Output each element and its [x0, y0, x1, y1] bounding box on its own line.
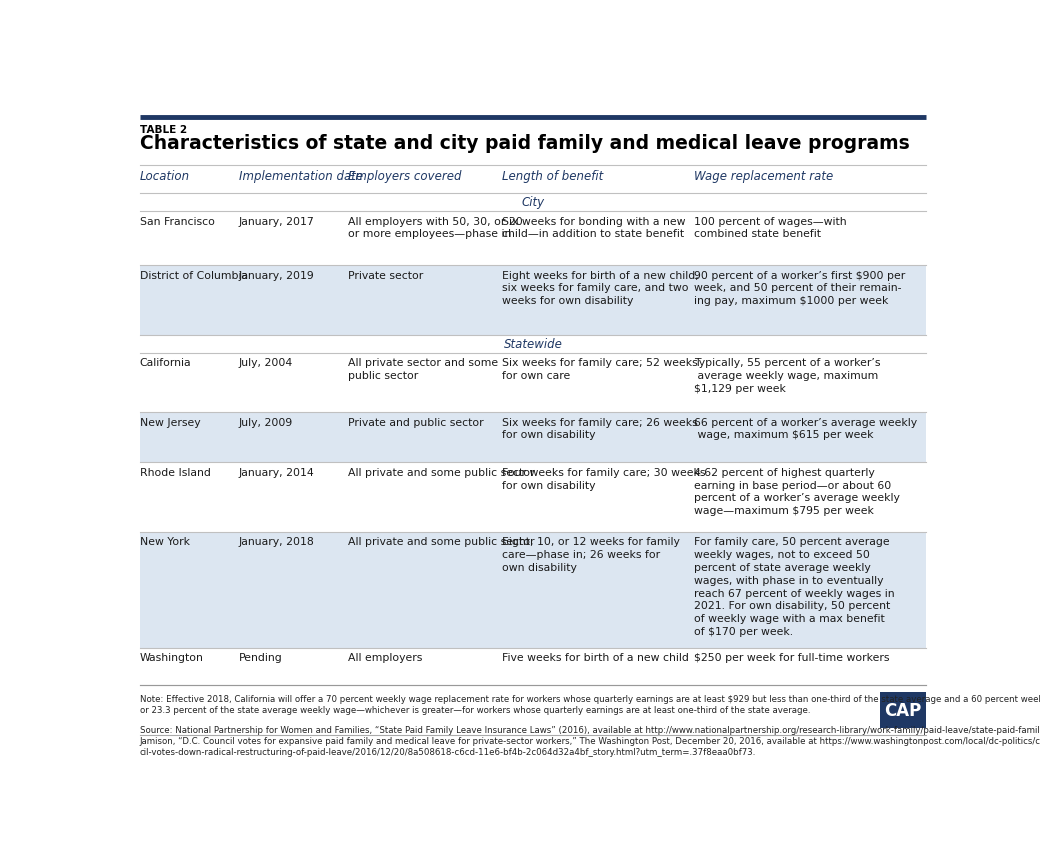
Bar — [139, 266, 927, 335]
Text: 4.62 percent of highest quarterly
earning in base period—or about 60
percent of : 4.62 percent of highest quarterly earnin… — [695, 468, 900, 516]
Text: San Francisco: San Francisco — [139, 216, 214, 226]
Text: Typically, 55 percent of a worker’s
 average weekly wage, maximum
$1,129 per wee: Typically, 55 percent of a worker’s aver… — [695, 358, 881, 393]
Text: New Jersey: New Jersey — [139, 417, 201, 427]
Text: Six weeks for family care; 26 weeks
for own disability: Six weeks for family care; 26 weeks for … — [502, 417, 698, 440]
Text: All private and some public sector: All private and some public sector — [347, 537, 535, 547]
Text: For family care, 50 percent average
weekly wages, not to exceed 50
percent of st: For family care, 50 percent average week… — [695, 537, 894, 636]
Text: District of Columbia: District of Columbia — [139, 270, 248, 280]
Text: Employers covered: Employers covered — [347, 170, 461, 183]
Text: January, 2017: January, 2017 — [239, 216, 314, 226]
Text: Location: Location — [139, 170, 189, 183]
Text: Six weeks for family care; 52 weeks
for own care: Six weeks for family care; 52 weeks for … — [502, 358, 698, 381]
Text: All private and some public sector: All private and some public sector — [347, 468, 535, 477]
Text: Source: National Partnership for Women and Families, “State Paid Family Leave In: Source: National Partnership for Women a… — [139, 725, 1040, 756]
Bar — [139, 533, 927, 648]
Text: All private sector and some
public sector: All private sector and some public secto… — [347, 358, 498, 381]
Bar — [139, 648, 927, 685]
Bar — [139, 413, 927, 463]
Bar — [139, 212, 927, 266]
Bar — [139, 335, 927, 354]
Text: Note: Effective 2018, California will offer a 70 percent weekly wage replacement: Note: Effective 2018, California will of… — [139, 694, 1040, 714]
Text: Eight, 10, or 12 weeks for family
care—phase in; 26 weeks for
own disability: Eight, 10, or 12 weeks for family care—p… — [502, 537, 680, 572]
Text: Rhode Island: Rhode Island — [139, 468, 210, 477]
Bar — [139, 168, 927, 193]
Text: 100 percent of wages—with
combined state benefit: 100 percent of wages—with combined state… — [695, 216, 847, 239]
Text: TABLE 2: TABLE 2 — [139, 125, 187, 135]
Text: Six weeks for bonding with a new
child—in addition to state benefit: Six weeks for bonding with a new child—i… — [502, 216, 685, 239]
Text: July, 2004: July, 2004 — [239, 358, 293, 368]
Text: Private and public sector: Private and public sector — [347, 417, 484, 427]
Text: July, 2009: July, 2009 — [239, 417, 293, 427]
Bar — [139, 354, 927, 413]
Text: All employers: All employers — [347, 652, 422, 663]
Text: 90 percent of a worker’s first $900 per
week, and 50 percent of their remain-
in: 90 percent of a worker’s first $900 per … — [695, 270, 906, 306]
Text: January, 2018: January, 2018 — [239, 537, 314, 547]
Text: Washington: Washington — [139, 652, 204, 663]
Text: Characteristics of state and city paid family and medical leave programs: Characteristics of state and city paid f… — [139, 133, 909, 153]
Text: January, 2019: January, 2019 — [239, 270, 314, 280]
Text: All employers with 50, 30, or 20
or more employees—phase in: All employers with 50, 30, or 20 or more… — [347, 216, 522, 239]
Text: CAP: CAP — [884, 701, 921, 719]
Text: Wage replacement rate: Wage replacement rate — [695, 170, 833, 183]
Text: Statewide: Statewide — [503, 338, 563, 351]
Bar — [880, 692, 927, 728]
Text: New York: New York — [139, 537, 189, 547]
Text: $250 per week for full-time workers: $250 per week for full-time workers — [695, 652, 889, 663]
Text: California: California — [139, 358, 191, 368]
Text: Five weeks for birth of a new child: Five weeks for birth of a new child — [502, 652, 690, 663]
Text: Four weeks for family care; 30 weeks
for own disability: Four weeks for family care; 30 weeks for… — [502, 468, 706, 490]
Text: Eight weeks for birth of a new child,
six weeks for family care, and two
weeks f: Eight weeks for birth of a new child, si… — [502, 270, 699, 306]
Text: Private sector: Private sector — [347, 270, 423, 280]
Bar — [139, 463, 927, 533]
Bar — [139, 193, 927, 212]
Text: Implementation date: Implementation date — [239, 170, 363, 183]
Text: January, 2014: January, 2014 — [239, 468, 314, 477]
Text: 66 percent of a worker’s average weekly
 wage, maximum $615 per week: 66 percent of a worker’s average weekly … — [695, 417, 917, 440]
Text: City: City — [521, 196, 545, 209]
Text: Pending: Pending — [239, 652, 283, 663]
Text: Length of benefit: Length of benefit — [502, 170, 603, 183]
